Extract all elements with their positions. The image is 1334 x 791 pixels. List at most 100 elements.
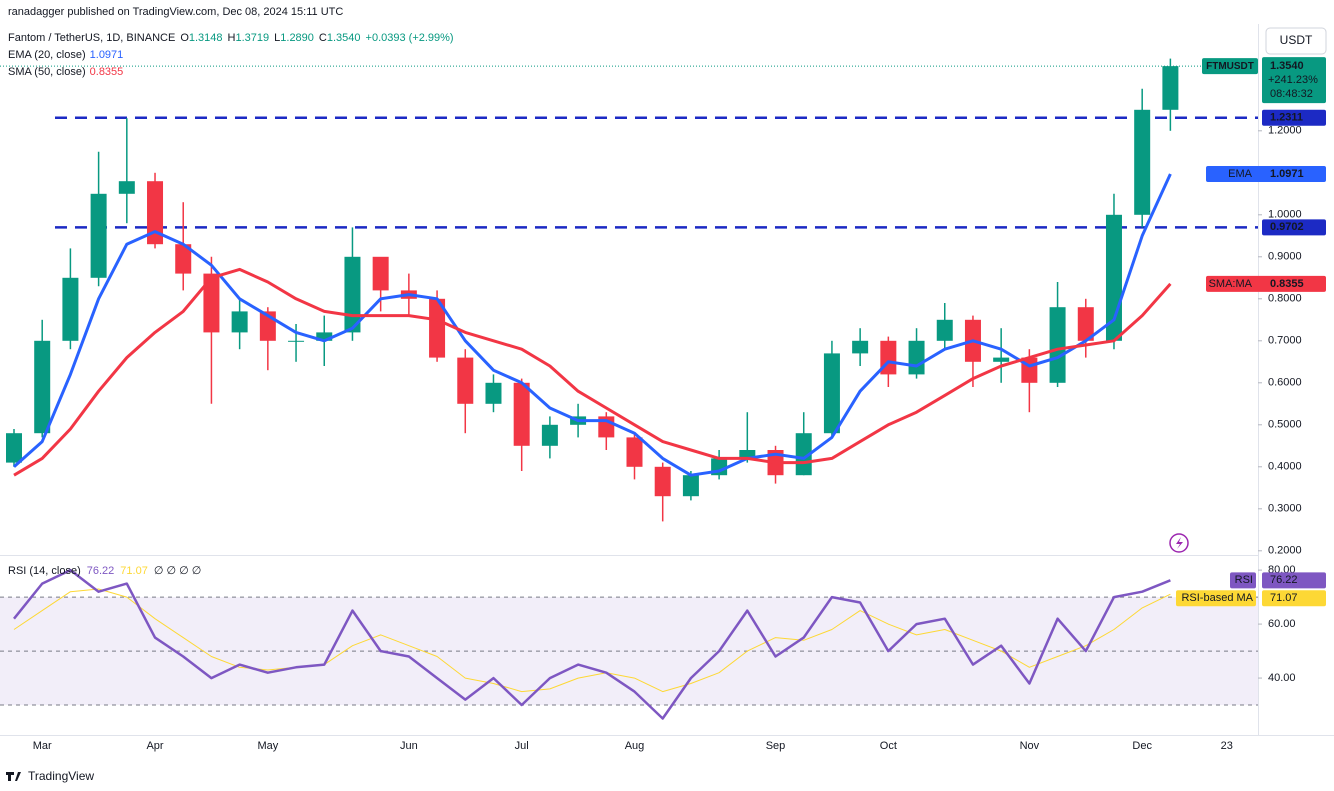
x-tick-label: Dec — [1132, 740, 1152, 752]
ohlc-key: H — [228, 32, 236, 44]
rsi-legend-extra: ∅ ∅ ∅ ∅ — [154, 565, 202, 577]
candle-body — [682, 475, 699, 497]
candle-body — [513, 382, 530, 446]
price-tag-symbol-box — [1202, 58, 1258, 75]
legend-symbol: Fantom / TetherUS, 1D, BINANCE O1.3148 H1.… — [8, 32, 454, 44]
ma-tag-value: 0.8355 — [1270, 278, 1304, 290]
ma-value: 0.8355 — [90, 66, 124, 78]
ohlc-value: 1.3148 — [189, 32, 223, 44]
publish-note: ranadagger published on TradingView.com,… — [8, 6, 343, 18]
rsi-legend-value: 71.07 — [120, 565, 148, 577]
candle-body — [1105, 214, 1122, 341]
candle-body — [288, 340, 305, 342]
x-tick-label: Oct — [880, 740, 897, 752]
y-tick-label: 0.8000 — [1268, 293, 1302, 305]
price-tag-change: +241.23% — [1268, 74, 1318, 86]
ma-name: SMA (50, close) — [8, 66, 86, 78]
ma-tag-value: 1.0971 — [1270, 168, 1304, 180]
candle-body — [372, 256, 389, 291]
x-tick-label: Apr — [146, 740, 163, 752]
level-tag — [1262, 109, 1326, 126]
ohlc-key: O — [180, 32, 189, 44]
ma-tag-name: SMA:MA — [1209, 278, 1253, 290]
candle-body — [993, 357, 1010, 362]
y-tick-label: 0.5000 — [1268, 419, 1302, 431]
candle-body — [1162, 66, 1179, 110]
rsi-title: RSI (14, close) — [8, 565, 81, 577]
ma-line — [13, 173, 1172, 477]
candle-body — [626, 437, 643, 467]
ohlc-value: 1.3719 — [235, 32, 269, 44]
rsi-tag-name: RSI-based MA — [1181, 592, 1253, 604]
candle-body — [654, 466, 671, 497]
candle-body — [203, 273, 220, 333]
y-tick-label: 0.4000 — [1268, 461, 1302, 473]
candle-body — [90, 193, 107, 278]
x-tick-label: May — [257, 740, 278, 752]
ohlc-change: +0.0393 (+2.99%) — [366, 32, 454, 44]
level-tag — [1262, 219, 1326, 236]
candle-body — [118, 181, 135, 194]
legend-rsi: RSI (14, close) 76.22 71.07 ∅ ∅ ∅ ∅ — [8, 565, 201, 577]
rsi-line — [13, 588, 1171, 693]
level-tag-value: 1.2311 — [1270, 112, 1303, 124]
candle-body — [823, 353, 840, 434]
candle-body — [6, 433, 22, 463]
rsi-tag-name-box — [1230, 572, 1256, 589]
x-tick-label: Jul — [515, 740, 529, 752]
candle-body — [908, 340, 925, 375]
ma-name: EMA (20, close) — [8, 49, 86, 61]
y-tick-label: 1.2000 — [1268, 125, 1302, 137]
ma-line — [13, 267, 1172, 477]
candle-body — [457, 357, 474, 404]
currency-label: USDT — [1280, 33, 1313, 47]
candle-body — [34, 340, 51, 434]
legend-ma: EMA (20, close) 1.0971 — [8, 49, 123, 61]
ohlc-value: 1.2890 — [280, 32, 314, 44]
candle-body — [1134, 109, 1151, 215]
candle-body — [147, 181, 164, 245]
currency-button[interactable] — [1265, 27, 1327, 55]
candle-body — [62, 277, 79, 341]
symbol-name: Fantom / TetherUS, 1D, BINANCE — [8, 32, 175, 44]
alert-icon — [1169, 533, 1189, 553]
x-tick-label: Aug — [625, 740, 645, 752]
y-tick-label: 40.00 — [1268, 672, 1296, 684]
y-tick-label: 0.9000 — [1268, 251, 1302, 263]
y-tick-label: 0.2000 — [1268, 545, 1302, 557]
rsi-legend-value: 76.22 — [87, 565, 115, 577]
candle-body — [175, 244, 192, 274]
x-tick-label: Jun — [400, 740, 418, 752]
x-tick-label: 23 — [1221, 740, 1233, 752]
footer-logo — [6, 772, 21, 781]
candle-body — [231, 311, 248, 333]
candle-body — [936, 319, 953, 341]
ohlc-value: 1.3540 — [327, 32, 361, 44]
x-tick-label: Nov — [1020, 740, 1040, 752]
y-tick-label: 0.7000 — [1268, 335, 1302, 347]
candle-body — [541, 424, 558, 446]
y-tick-label: 0.3000 — [1268, 503, 1302, 515]
x-tick-label: Sep — [766, 740, 786, 752]
price-tag-countdown: 08:48:32 — [1270, 88, 1313, 100]
rsi-tag-box — [1262, 572, 1326, 589]
footer-brand: TradingView — [28, 769, 94, 783]
candle-body — [852, 340, 869, 354]
rsi-tag-value: 76.22 — [1270, 574, 1298, 586]
ma-tag — [1206, 275, 1326, 292]
price-tag-price: 1.3540 — [1270, 60, 1304, 72]
candle-body — [429, 298, 446, 358]
ohlc-key: C — [319, 32, 327, 44]
candle-body — [1049, 307, 1066, 383]
price-tag-box — [1262, 57, 1326, 104]
candle-body — [1077, 307, 1094, 341]
rsi-tag-name: RSI — [1235, 574, 1253, 586]
legend-ma: SMA (50, close) 0.8355 — [8, 66, 123, 78]
candle-body — [795, 433, 812, 476]
y-tick-label: 1.0000 — [1268, 209, 1302, 221]
y-tick-label: 0.6000 — [1268, 377, 1302, 389]
candle-body — [739, 450, 756, 459]
y-tick-label: 60.00 — [1268, 618, 1296, 630]
